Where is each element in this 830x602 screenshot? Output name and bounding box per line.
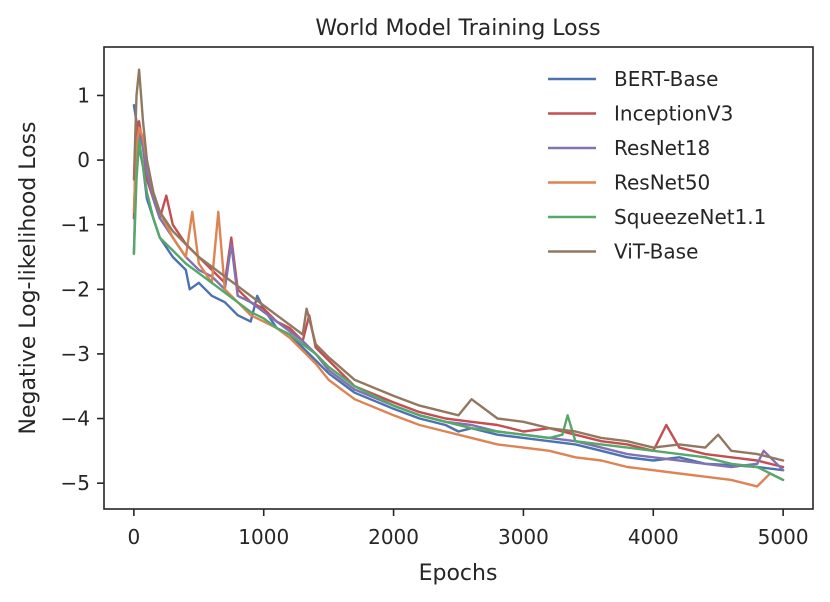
legend-label: BERT-Base xyxy=(614,67,718,91)
legend-label: ViT-Base xyxy=(614,240,698,264)
y-tick-label: −3 xyxy=(61,342,90,366)
y-axis-title: Negative Log-likelihood Loss xyxy=(16,122,41,435)
y-tick-label: −5 xyxy=(61,471,90,495)
y-tick-label: −4 xyxy=(61,407,90,431)
series-line-squeezenet1-1 xyxy=(132,139,785,482)
x-tick-label: 4000 xyxy=(628,525,679,549)
series-lines xyxy=(132,68,785,488)
series-line-vit-base xyxy=(132,68,785,462)
legend-label: InceptionV3 xyxy=(614,102,733,126)
chart-title: World Model Training Loss xyxy=(315,16,600,41)
x-tick-label: 0 xyxy=(127,525,140,549)
series-line-resnet50 xyxy=(132,126,785,488)
y-tick-label: 0 xyxy=(77,148,90,172)
legend: BERT-Base InceptionV3 ResNet18 ResNet50 Sque… xyxy=(548,67,766,264)
y-tick-label: −1 xyxy=(61,213,90,237)
series-line-bert-base xyxy=(132,103,785,472)
legend-label: ResNet18 xyxy=(614,136,710,160)
x-tick-label: 1000 xyxy=(238,525,289,549)
x-tick-label: 2000 xyxy=(368,525,419,549)
legend-label: ResNet50 xyxy=(614,171,710,195)
x-tick-label: 5000 xyxy=(758,525,809,549)
plot-frame xyxy=(103,46,814,510)
x-axis: 0 1000 2000 3000 4000 5000 xyxy=(127,509,809,549)
x-axis-title: Epochs xyxy=(419,561,498,586)
x-tick-label: 3000 xyxy=(498,525,549,549)
y-tick-label: −2 xyxy=(61,277,90,301)
y-tick-label: 1 xyxy=(77,83,90,107)
y-axis: 1 0 −1 −2 −3 −4 −5 xyxy=(61,83,104,495)
legend-label: SqueezeNet1.1 xyxy=(614,205,766,229)
